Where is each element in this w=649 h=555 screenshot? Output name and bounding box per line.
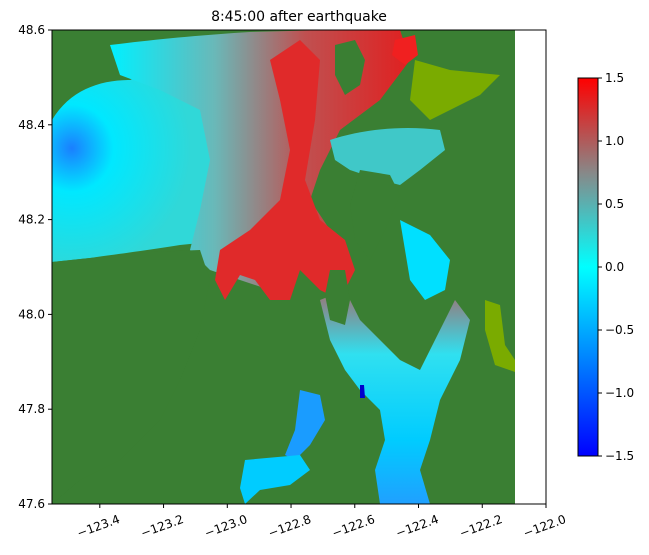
x-tick-label: −123.4 <box>75 512 122 540</box>
colorbar-tick-label: 1.5 <box>605 71 624 85</box>
y-tick-label: 48.0 <box>18 307 45 321</box>
water-inlets-south <box>240 455 310 504</box>
chart-title: 8:45:00 after earthquake <box>211 9 387 25</box>
shallow-fringe-east <box>410 60 500 120</box>
water-inlets-west <box>285 390 325 460</box>
colorbar-tick-label: 0.0 <box>605 260 624 274</box>
x-tick-label: −122.4 <box>394 512 441 540</box>
x-tick-label: −122.2 <box>458 512 505 540</box>
land-islands <box>350 170 400 260</box>
water-northeast-bay <box>330 128 445 185</box>
water-central-red <box>215 40 355 300</box>
colorbar-gradient <box>577 77 599 457</box>
water-deep-spot <box>360 385 365 398</box>
x-tick-label: −122.8 <box>266 512 313 540</box>
colorbar-tick-label: 1.0 <box>605 134 624 148</box>
y-tick-label: 48.2 <box>18 213 45 227</box>
y-axis: 47.6 47.8 48.0 48.2 48.4 48.6 <box>18 23 52 511</box>
colorbar-tick-label: −0.5 <box>605 323 634 337</box>
x-tick-label: −123.2 <box>139 512 186 540</box>
land-island-north <box>335 40 365 95</box>
water-inlets-east <box>400 220 450 300</box>
colorbar-tick-label: −1.0 <box>605 386 634 400</box>
land-peninsula <box>325 270 350 325</box>
colorbar-tick-label: 0.5 <box>605 197 624 211</box>
y-tick-label: 48.4 <box>18 118 45 132</box>
water-puget-sound <box>320 290 470 504</box>
x-tick-label: −123.0 <box>203 512 250 540</box>
colorbar: 1.5 1.0 0.5 0.0 −0.5 −1.0 −1.5 <box>577 71 634 463</box>
colorbar-tick-label: −1.5 <box>605 449 634 463</box>
y-tick-label: 47.6 <box>18 497 45 511</box>
land-southwest <box>52 250 210 504</box>
water-northeast-red <box>392 35 418 65</box>
colorbar-ticks: 1.5 1.0 0.5 0.0 −0.5 −1.0 −1.5 <box>598 71 634 463</box>
shallow-fringe-southeast <box>485 300 515 372</box>
y-tick-label: 47.8 <box>18 402 45 416</box>
x-tick-label: −122.0 <box>521 512 568 540</box>
x-tick-label: −122.6 <box>330 512 377 540</box>
plot-area <box>52 30 546 504</box>
x-axis: −123.4 −123.2 −123.0 −122.8 −122.6 −122.4 −122… <box>75 504 568 540</box>
plot-frame <box>51 29 547 505</box>
y-tick-label: 48.6 <box>18 23 45 37</box>
water-strait-north <box>110 30 410 290</box>
